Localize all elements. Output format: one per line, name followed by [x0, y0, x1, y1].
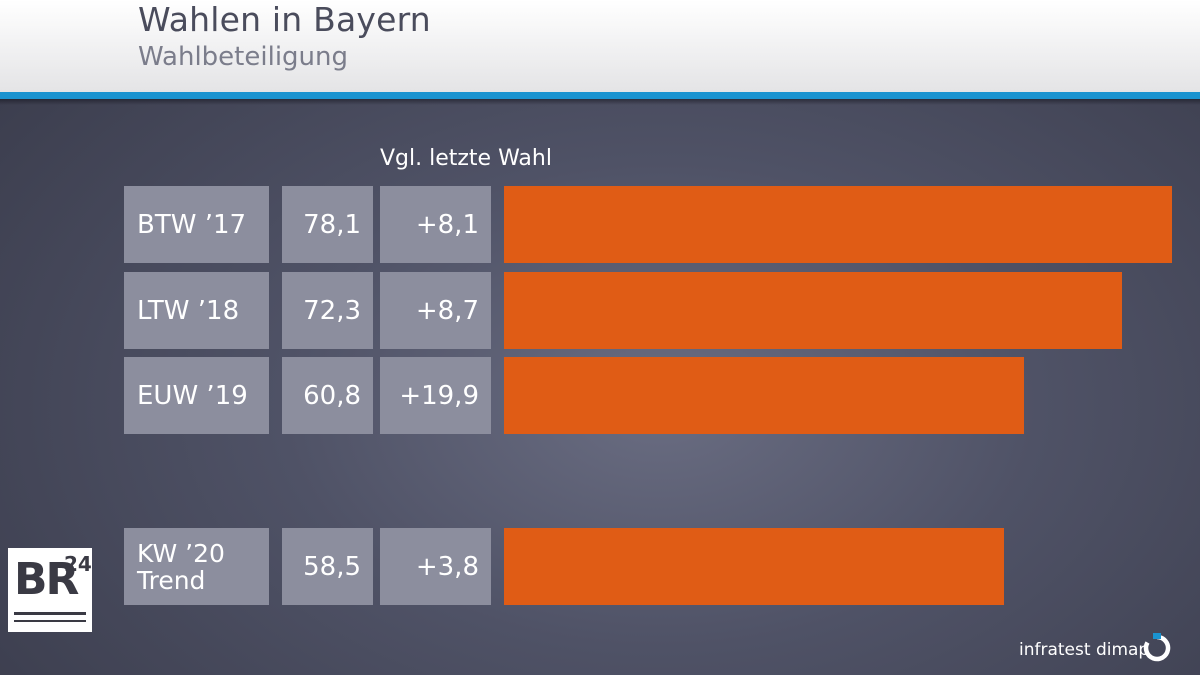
bar-btw-17 — [504, 186, 1172, 263]
bar-ltw-18 — [504, 272, 1122, 349]
row-label-text: BTW ’17 — [137, 209, 247, 240]
header: Wahlen in Bayern Wahlbeteiligung — [0, 0, 1200, 92]
header-accent-line — [0, 92, 1200, 99]
row-label-text: KW ’20 Trend — [137, 540, 225, 594]
row-value: 72,3 — [282, 272, 373, 349]
bar-kw-20-trend — [504, 528, 1004, 605]
br24-logo-superscript: 24 — [64, 552, 92, 576]
row-change: +19,9 — [380, 357, 491, 434]
br24-logo-text: BR — [14, 554, 79, 605]
row-change: +8,1 — [380, 186, 491, 263]
row-label-line: Trend — [137, 565, 206, 595]
infratest-dimap-logo-icon — [1143, 633, 1171, 662]
row-value: 78,1 — [282, 186, 373, 263]
bar-euw-19 — [504, 357, 1024, 434]
row-label: EUW ’19 — [124, 357, 269, 434]
row-label-line: KW ’20 — [137, 538, 225, 568]
br24-logo: BR 24 — [8, 548, 92, 632]
row-change: +3,8 — [380, 528, 491, 605]
row-label-text: EUW ’19 — [137, 380, 248, 411]
change-column-header: Vgl. letzte Wahl — [380, 146, 552, 171]
chart-title: Wahlen in Bayern — [138, 0, 431, 39]
header-shadow — [0, 99, 1200, 105]
chart-subtitle: Wahlbeteiligung — [138, 42, 349, 72]
row-change: +8,7 — [380, 272, 491, 349]
row-value: 60,8 — [282, 357, 373, 434]
row-label: BTW ’17 — [124, 186, 269, 263]
row-label: LTW ’18 — [124, 272, 269, 349]
br24-logo-underline-thin — [14, 620, 86, 622]
br24-logo-underline — [14, 612, 86, 615]
row-value: 58,5 — [282, 528, 373, 605]
row-label: KW ’20 Trend — [124, 528, 269, 605]
brand-name: infratest dimap — [1019, 640, 1150, 660]
row-label-text: LTW ’18 — [137, 295, 240, 326]
